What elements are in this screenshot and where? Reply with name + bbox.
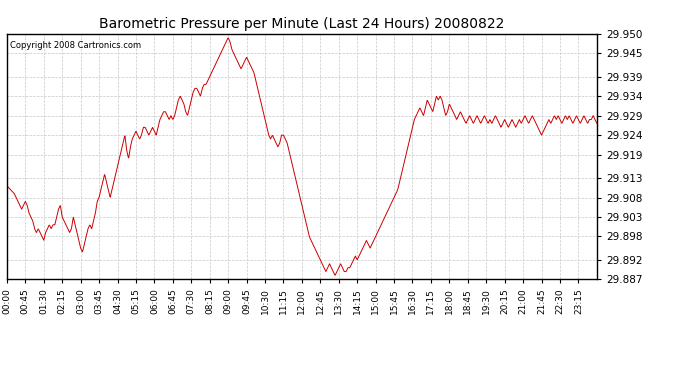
Title: Barometric Pressure per Minute (Last 24 Hours) 20080822: Barometric Pressure per Minute (Last 24 … <box>99 17 504 31</box>
Text: Copyright 2008 Cartronics.com: Copyright 2008 Cartronics.com <box>10 41 141 50</box>
